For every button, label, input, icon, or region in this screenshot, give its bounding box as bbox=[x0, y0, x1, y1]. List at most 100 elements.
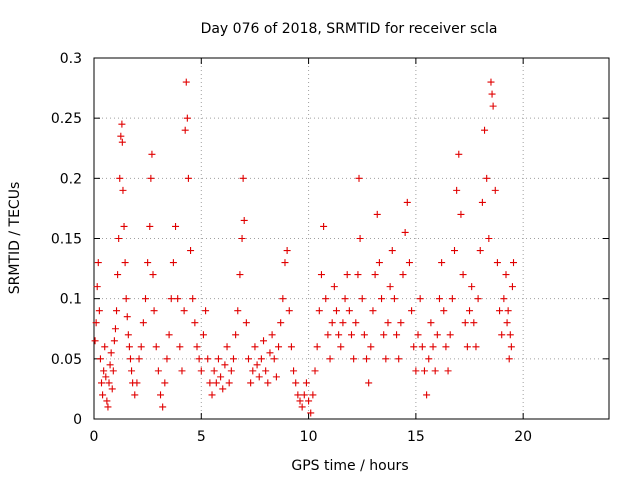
data-point bbox=[255, 373, 263, 381]
data-point bbox=[174, 295, 182, 303]
data-point bbox=[311, 367, 319, 375]
data-point bbox=[232, 331, 240, 339]
data-point bbox=[116, 174, 124, 182]
data-point bbox=[393, 331, 401, 339]
data-point bbox=[425, 355, 433, 363]
data-point bbox=[240, 216, 248, 224]
data-point bbox=[380, 331, 388, 339]
data-point bbox=[147, 174, 155, 182]
data-point bbox=[496, 307, 504, 315]
data-point bbox=[403, 198, 411, 206]
data-point bbox=[457, 210, 465, 218]
data-point bbox=[135, 355, 143, 363]
data-point bbox=[120, 222, 128, 230]
data-point bbox=[103, 397, 111, 405]
data-point bbox=[431, 367, 439, 375]
data-point bbox=[169, 259, 177, 267]
data-point bbox=[498, 331, 506, 339]
data-point bbox=[418, 343, 426, 351]
data-point bbox=[508, 283, 516, 291]
data-point bbox=[208, 391, 216, 399]
data-point bbox=[275, 343, 283, 351]
data-point bbox=[435, 295, 443, 303]
data-point bbox=[206, 379, 214, 387]
data-point bbox=[412, 367, 420, 375]
data-point bbox=[99, 391, 107, 399]
data-point bbox=[125, 343, 133, 351]
data-point bbox=[223, 343, 231, 351]
data-point bbox=[184, 174, 192, 182]
data-point bbox=[126, 355, 134, 363]
data-point bbox=[416, 295, 424, 303]
x-axis-label: GPS time / hours bbox=[291, 458, 408, 474]
data-point bbox=[247, 379, 255, 387]
data-point bbox=[109, 367, 117, 375]
data-point bbox=[245, 355, 252, 363]
data-point bbox=[124, 331, 132, 339]
data-point bbox=[180, 307, 188, 315]
data-point bbox=[461, 319, 469, 327]
data-point bbox=[270, 355, 278, 363]
y-tick-label: 0.25 bbox=[51, 111, 82, 127]
data-point bbox=[176, 343, 184, 351]
data-point bbox=[474, 295, 482, 303]
data-point bbox=[317, 271, 325, 279]
data-point bbox=[114, 271, 122, 279]
data-point bbox=[95, 307, 103, 315]
data-points bbox=[91, 78, 518, 417]
data-point bbox=[337, 343, 345, 351]
data-point bbox=[285, 307, 293, 315]
data-point bbox=[214, 355, 222, 363]
data-point bbox=[315, 307, 323, 315]
data-point bbox=[251, 343, 259, 351]
data-point bbox=[414, 331, 422, 339]
data-point bbox=[322, 295, 330, 303]
data-point bbox=[142, 295, 149, 303]
data-point bbox=[446, 331, 454, 339]
data-point bbox=[427, 319, 435, 327]
data-point bbox=[219, 385, 227, 393]
data-point bbox=[373, 210, 381, 218]
data-point bbox=[96, 355, 104, 363]
data-point bbox=[239, 174, 247, 182]
data-point bbox=[405, 259, 413, 267]
data-point bbox=[287, 343, 295, 351]
data-point bbox=[298, 403, 306, 411]
data-point bbox=[354, 271, 362, 279]
data-point bbox=[133, 379, 141, 387]
data-point bbox=[167, 295, 175, 303]
data-point bbox=[388, 247, 396, 255]
data-point bbox=[187, 247, 195, 255]
data-point bbox=[257, 355, 265, 363]
data-point bbox=[401, 228, 409, 236]
data-point bbox=[100, 367, 108, 375]
data-point bbox=[290, 367, 298, 375]
data-point bbox=[210, 367, 218, 375]
data-point bbox=[390, 295, 398, 303]
data-point bbox=[510, 259, 518, 267]
data-point bbox=[420, 367, 428, 375]
data-point bbox=[262, 367, 270, 375]
data-point bbox=[199, 331, 207, 339]
data-point bbox=[360, 331, 368, 339]
data-point bbox=[172, 222, 180, 230]
data-point bbox=[182, 78, 190, 86]
data-point bbox=[502, 271, 510, 279]
data-point bbox=[352, 319, 360, 327]
data-point bbox=[150, 307, 158, 315]
data-point bbox=[115, 235, 123, 242]
data-point bbox=[212, 379, 220, 387]
data-point bbox=[504, 307, 512, 315]
data-point bbox=[113, 307, 121, 315]
x-tick-label: 15 bbox=[407, 429, 425, 445]
data-point bbox=[165, 331, 173, 339]
data-point bbox=[195, 355, 203, 363]
y-tick-label: 0.05 bbox=[51, 352, 82, 368]
data-point bbox=[296, 397, 304, 405]
data-point bbox=[375, 259, 383, 267]
data-point bbox=[260, 337, 268, 345]
data-point bbox=[339, 319, 347, 327]
data-point bbox=[485, 235, 493, 242]
data-point bbox=[506, 331, 514, 339]
